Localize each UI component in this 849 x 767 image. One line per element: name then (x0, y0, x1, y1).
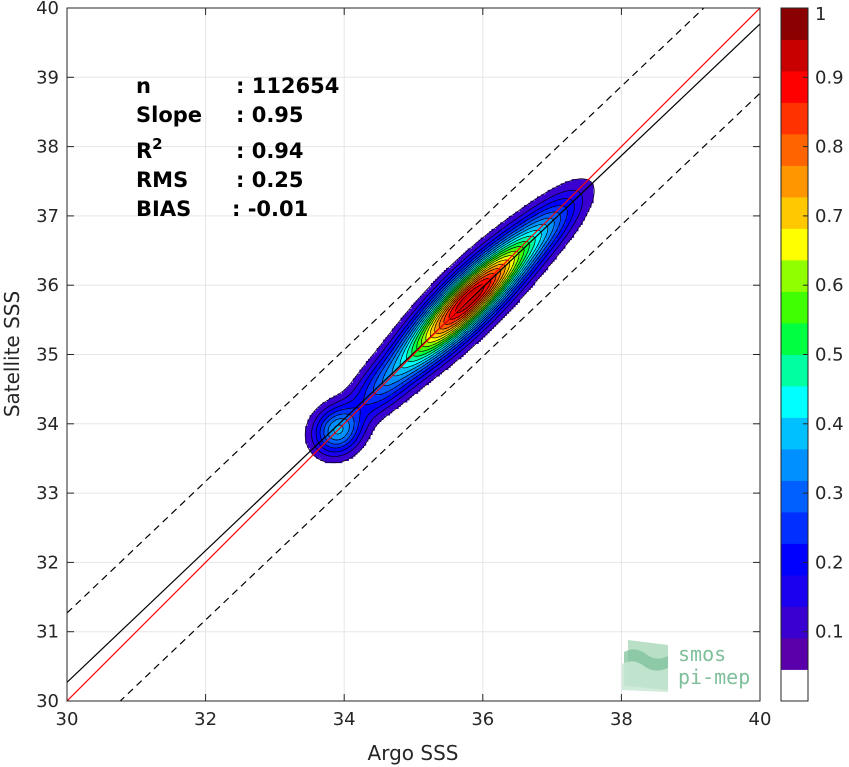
logo-waves-icon (622, 640, 668, 692)
y-axis-title: Satellite SSS (0, 291, 24, 417)
stat-label: BIAS (136, 197, 191, 221)
colorbar-tick-label: 0.7 (815, 206, 844, 227)
colorbar-swatch (781, 480, 808, 513)
regression-lines (67, 8, 760, 701)
colorbar-swatch (781, 134, 808, 166)
y-tick-label: 38 (36, 137, 59, 158)
stat-label: RMS (136, 168, 188, 192)
x-tick-label: 38 (610, 709, 633, 730)
lower-band-line (119, 92, 760, 701)
y-tick-label: 36 (36, 275, 59, 296)
colorbar-swatch (781, 543, 808, 576)
stat-value: : 0.25 (236, 168, 304, 192)
grid (66, 7, 761, 702)
colorbar-swatch (781, 39, 808, 72)
upper-band-line (67, 8, 705, 614)
colorbar-swatch (781, 417, 808, 450)
colorbar-swatch (781, 512, 808, 544)
y-tick-label: 30 (36, 691, 59, 712)
x-axis-ticks: 30 32 34 36 38 40 (56, 8, 772, 730)
identity-line (67, 8, 760, 701)
logo-text-pimep: pi-mep (678, 665, 750, 689)
y-tick-label: 37 (36, 206, 59, 227)
x-tick-label: 32 (194, 709, 217, 730)
colorbar-swatch (781, 575, 808, 607)
stat-label: n (136, 74, 151, 98)
stat-value: : 112654 (236, 74, 339, 98)
colorbar-tick-label: 0.8 (815, 137, 844, 158)
colorbar-swatch (781, 165, 808, 198)
y-tick-label: 39 (36, 67, 59, 88)
density-band (329, 218, 555, 440)
x-tick-label: 34 (333, 709, 356, 730)
stat-value: : -0.01 (232, 197, 308, 221)
fit-line (67, 23, 760, 683)
stat-label: Slope (136, 103, 202, 127)
density-band (324, 211, 562, 444)
colorbar-tick-label: 0.6 (815, 275, 844, 296)
x-tick-label: 30 (56, 709, 79, 730)
x-tick-label: 40 (749, 709, 772, 730)
y-axis-ticks: 30 31 32 33 34 35 36 37 38 39 40 (36, 0, 760, 712)
y-tick-label: 40 (36, 0, 59, 19)
colorbar-swatch (781, 323, 808, 355)
stat-value: : 0.95 (236, 103, 304, 127)
y-tick-label: 31 (36, 622, 59, 643)
colorbar-swatch (781, 102, 808, 135)
contour-lines (304, 178, 595, 464)
colorbar-tick-label: 0.4 (815, 414, 844, 435)
colorbar-tick-label: 0.1 (815, 622, 844, 643)
colorbar: 0.1 0.2 0.3 0.4 0.5 0.6 0.7 0.8 0.9 1 (780, 4, 844, 702)
x-tick-label: 36 (471, 709, 494, 730)
colorbar-swatch (781, 291, 808, 324)
smos-pi-mep-logo: smos pi-mep (622, 640, 750, 692)
colorbar-tick-label: 0.9 (815, 67, 844, 88)
colorbar-swatch (781, 228, 808, 261)
colorbar-swatch (781, 638, 808, 670)
y-tick-label: 34 (36, 414, 59, 435)
x-axis-title: Argo SSS (368, 741, 459, 765)
colorbar-swatch (781, 260, 808, 292)
colorbar-swatch (781, 8, 808, 40)
colorbar-swatch (781, 606, 808, 639)
colorbar-tick-label: 0.3 (815, 483, 844, 504)
colorbar-tick-label: 0.5 (815, 345, 844, 366)
colorbar-swatch (781, 197, 808, 229)
colorbar-swatch (781, 669, 808, 702)
stat-value: : 0.94 (236, 139, 304, 163)
colorbar-swatch (781, 386, 808, 418)
colorbar-tick-label: 1 (815, 4, 826, 25)
colorbar-tick-label: 0.2 (815, 552, 844, 573)
colorbar-swatch (781, 354, 808, 387)
stat-label-superscript: 2 (152, 135, 162, 153)
y-tick-label: 32 (36, 552, 59, 573)
y-tick-label: 33 (36, 483, 59, 504)
logo-text-smos: smos (678, 642, 726, 666)
colorbar-swatch (781, 71, 808, 103)
y-tick-label: 35 (36, 345, 59, 366)
colorbar-swatch (781, 449, 808, 481)
